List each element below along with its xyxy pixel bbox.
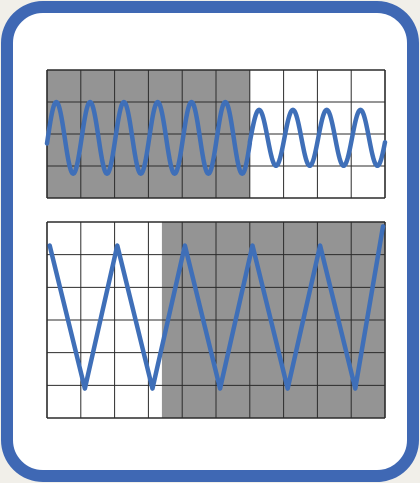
sine-waveform — [44, 99, 388, 176]
bottom-waveform-panel — [46, 221, 386, 419]
top-waveform-panel — [44, 69, 388, 199]
triangle-waveform — [47, 224, 386, 391]
